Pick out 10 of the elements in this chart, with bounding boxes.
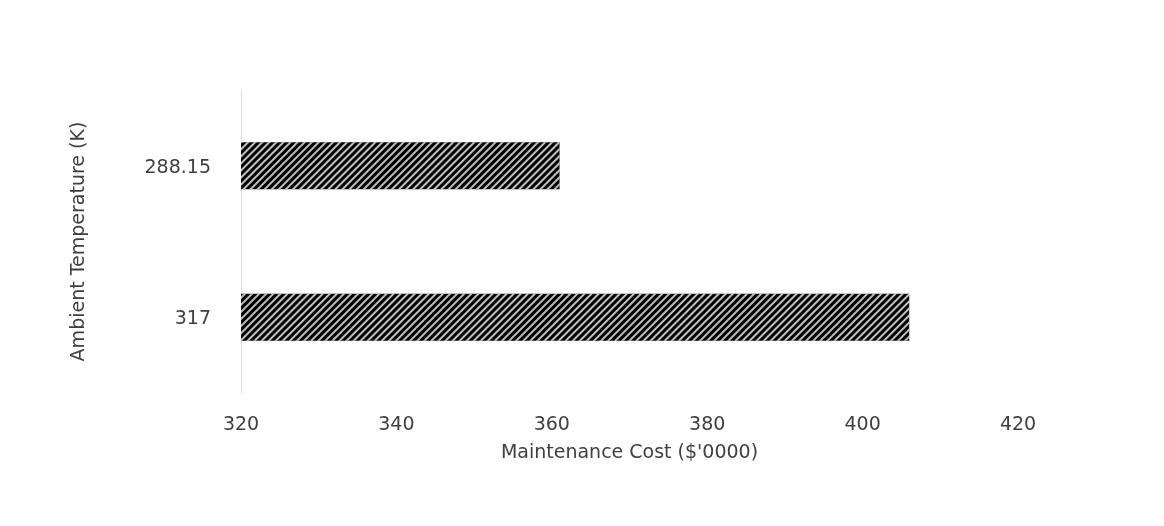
x-tick-label: 400 (844, 411, 881, 434)
x-tick-label: 380 (689, 411, 726, 434)
x-tick-label: 340 (378, 411, 415, 434)
x-tick-label: 420 (999, 411, 1037, 434)
x-tick-label: 360 (533, 411, 570, 434)
y-tick-label: 288.15 (144, 154, 211, 177)
y-axis-title: Ambient Temperature (K) (65, 121, 88, 362)
x-axis-title: Maintenance Cost ($'0000) (500, 439, 759, 462)
x-tick-label: 320 (222, 411, 260, 434)
y-tick-label: 317 (174, 306, 211, 329)
